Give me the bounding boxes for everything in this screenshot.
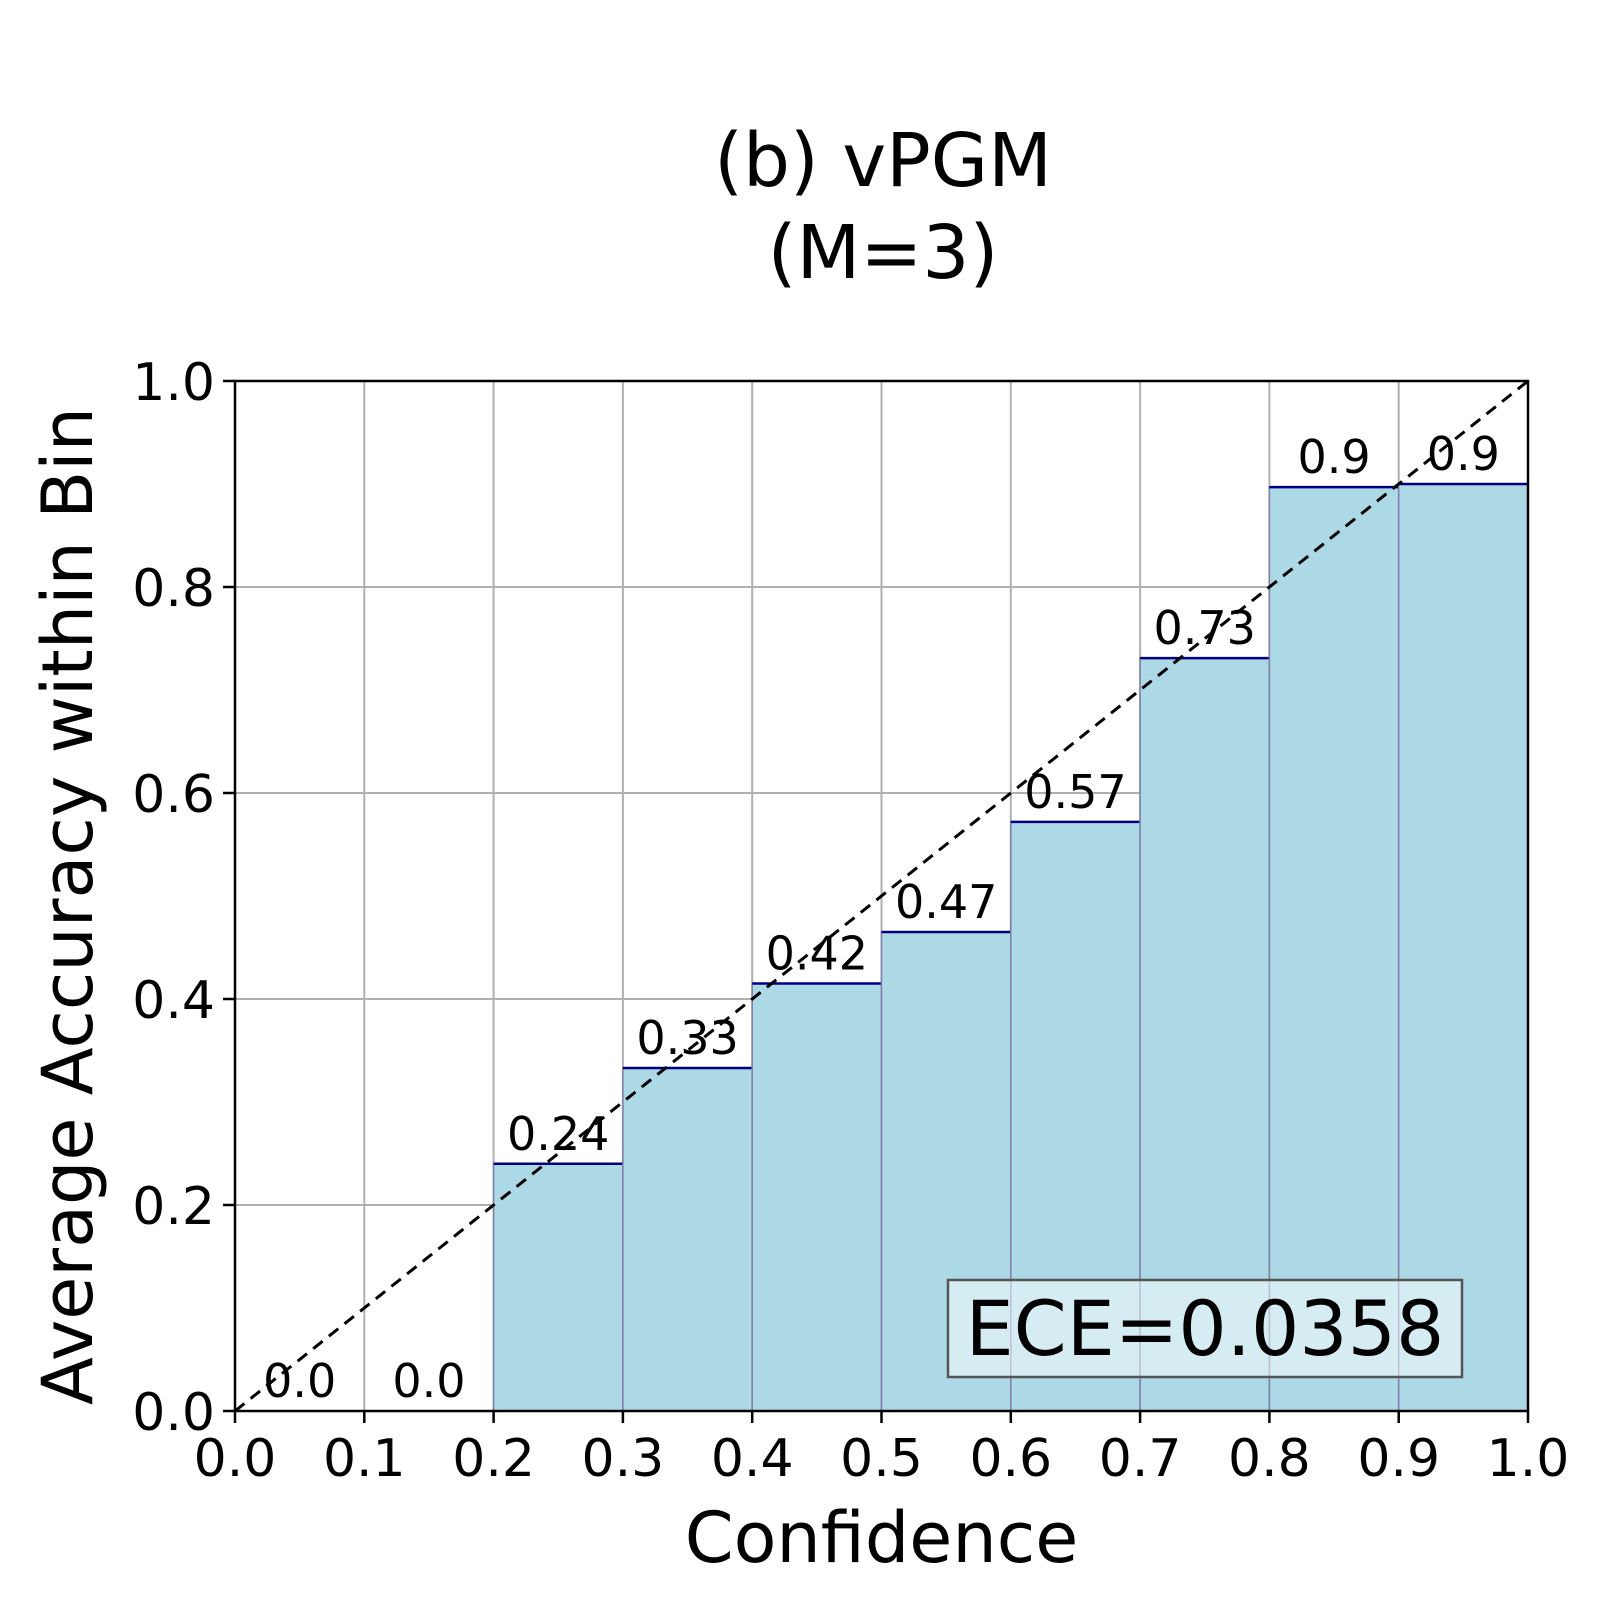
bar-value-label: 0.42 bbox=[766, 927, 868, 981]
bar-value-label: 0.33 bbox=[636, 1011, 738, 1065]
bar-value-label: 0.0 bbox=[263, 1354, 336, 1408]
x-tick-label: 0.8 bbox=[1228, 1429, 1311, 1489]
x-axis-ticks: 0.0 0.1 0.2 0.3 0.4 0.5 0.6 0.7 0.8 0.9 1.0 bbox=[194, 1411, 1570, 1489]
y-axis-ticks: 0.0 0.2 0.4 0.6 0.8 1.0 bbox=[132, 353, 235, 1443]
bar-value-label: 0.73 bbox=[1154, 601, 1256, 655]
bar-bin-2 bbox=[492, 1163, 624, 1412]
bar-value-labels: 0.0 0.0 0.24 0.33 0.42 0.47 0.57 0.73 0.9 0.9 bbox=[263, 427, 1500, 1408]
y-tick-label: 0.2 bbox=[132, 1177, 215, 1237]
bars bbox=[492, 482, 1529, 1412]
bar-value-label: 0.24 bbox=[507, 1107, 609, 1161]
x-tick-label: 0.9 bbox=[1357, 1429, 1440, 1489]
chart-title-line: (b) vPGM bbox=[714, 118, 1052, 204]
bar-bin-4 bbox=[751, 982, 883, 1412]
y-tick-label: 0.8 bbox=[132, 559, 215, 619]
bar-value-label: 0.57 bbox=[1024, 765, 1126, 819]
x-tick-label: 0.3 bbox=[582, 1429, 665, 1489]
bar-bin-3 bbox=[622, 1067, 753, 1412]
y-axis-label: Average Accuracy within Bin bbox=[27, 407, 109, 1405]
ece-box bbox=[946, 1278, 1464, 1379]
y-tick-label: 0.4 bbox=[132, 971, 215, 1031]
bar-value-label: 0.47 bbox=[895, 875, 997, 929]
x-tick-label: 0.5 bbox=[840, 1429, 923, 1489]
x-axis-label: Confidence bbox=[685, 1497, 1079, 1579]
x-tick-label: 0.1 bbox=[323, 1429, 406, 1489]
bar-value-label: 0.0 bbox=[392, 1354, 465, 1408]
bar-bin-8 bbox=[1268, 486, 1400, 1412]
x-tick-label: 0.6 bbox=[969, 1429, 1052, 1489]
chart-title: (b) vPGM(M=3) bbox=[714, 118, 1052, 296]
x-tick-label: 0.4 bbox=[711, 1429, 794, 1489]
chart-title-line: (M=3) bbox=[768, 210, 999, 296]
perfect-calibration-line bbox=[234, 379, 1529, 1413]
y-tick-label: 0.0 bbox=[132, 1383, 215, 1443]
x-tick-label: 0.0 bbox=[194, 1429, 277, 1489]
x-tick-label: 0.7 bbox=[1099, 1429, 1182, 1489]
ece-annotation: ECE=0.0358 bbox=[946, 1278, 1464, 1379]
bar-value-label: 0.9 bbox=[1297, 430, 1370, 484]
ece-text: ECE=0.0358 bbox=[966, 1284, 1445, 1373]
x-tick-label: 1.0 bbox=[1487, 1429, 1570, 1489]
x-tick-label: 0.2 bbox=[452, 1429, 535, 1489]
bar-value-label: 0.9 bbox=[1427, 427, 1500, 481]
reference-diagonal bbox=[234, 379, 1529, 1413]
y-tick-label: 1.0 bbox=[132, 353, 215, 413]
bar-bin-9 bbox=[1397, 483, 1529, 1412]
y-tick-label: 0.6 bbox=[132, 765, 215, 825]
